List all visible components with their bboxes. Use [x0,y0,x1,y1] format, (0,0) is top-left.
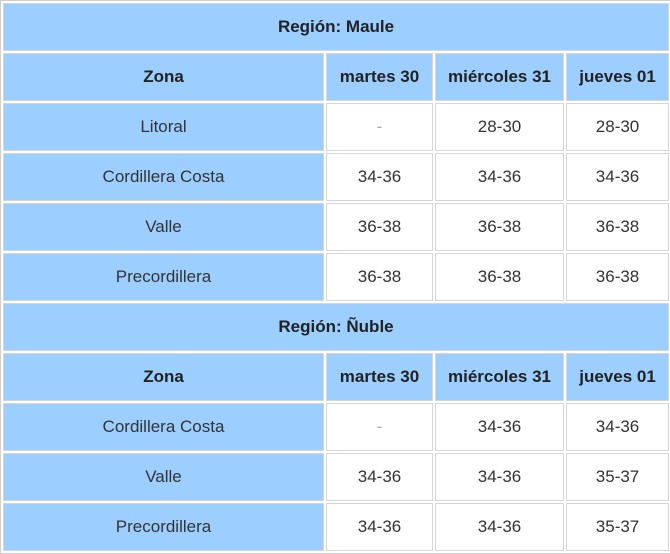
value-cell: 34-36 [435,453,564,501]
data-row: Cordillera Costa -34-36 34-36 [3,403,670,451]
header-cell: miércoles 31 [435,53,564,101]
zone-cell: Precordillera [3,253,324,301]
data-row: Valle 34-36 34-36 35-37 [3,453,670,501]
value-cell: 34-36 [566,403,670,451]
header-row: Zona martes 30 miércoles 31 jueves 01 [3,53,670,101]
value-cell: 36-38 [566,253,670,301]
value-cell: 34-36 [326,153,433,201]
header-cell: martes 30 [326,53,433,101]
value-cell: 35-37 [566,503,670,551]
zone-cell: Cordillera Costa [3,153,324,201]
value-cell: 36-38 [326,203,433,251]
header-cell: Zona [3,53,324,101]
value-cell: - [326,403,433,451]
value-cell: 34-36 [435,503,564,551]
region-row: Región: Ñuble [3,303,670,351]
region-title: Región: Ñuble [3,303,670,351]
header-cell: jueves 01 [566,353,670,401]
header-cell: jueves 01 [566,53,670,101]
zone-cell: Valle [3,453,324,501]
value-cell: 34-36 [326,503,433,551]
zone-cell: Precordillera [3,503,324,551]
value-cell: 36-38 [566,203,670,251]
data-row: Cordillera Costa 34-36 34-36 34-36 [3,153,670,201]
zone-cell: Litoral [3,103,324,151]
header-cell: Zona [3,353,324,401]
value-cell: 35-37 [566,453,670,501]
value-cell: 34-36 [435,403,564,451]
header-cell: martes 30 [326,353,433,401]
data-row: Precordillera 36-38 36-38 36-38 [3,253,670,301]
value-cell: 36-38 [435,203,564,251]
value-cell: - [326,103,433,151]
header-cell: miércoles 31 [435,353,564,401]
value-cell: 36-38 [435,253,564,301]
zone-cell: Cordillera Costa [3,403,324,451]
region-title: Región: Maule [3,3,670,51]
value-cell: 28-30 [435,103,564,151]
data-row: Precordillera 34-36 34-36 35-37 [3,503,670,551]
value-cell: 34-36 [326,453,433,501]
header-row: Zona martes 30 miércoles 31 jueves 01 [3,353,670,401]
region-row: Región: Maule [3,3,670,51]
data-row: Litoral -28-30 28-30 [3,103,670,151]
value-cell: 34-36 [566,153,670,201]
zone-cell: Valle [3,203,324,251]
value-cell: 36-38 [326,253,433,301]
value-cell: 34-36 [435,153,564,201]
data-row: Valle 36-38 36-38 36-38 [3,203,670,251]
value-cell: 28-30 [566,103,670,151]
